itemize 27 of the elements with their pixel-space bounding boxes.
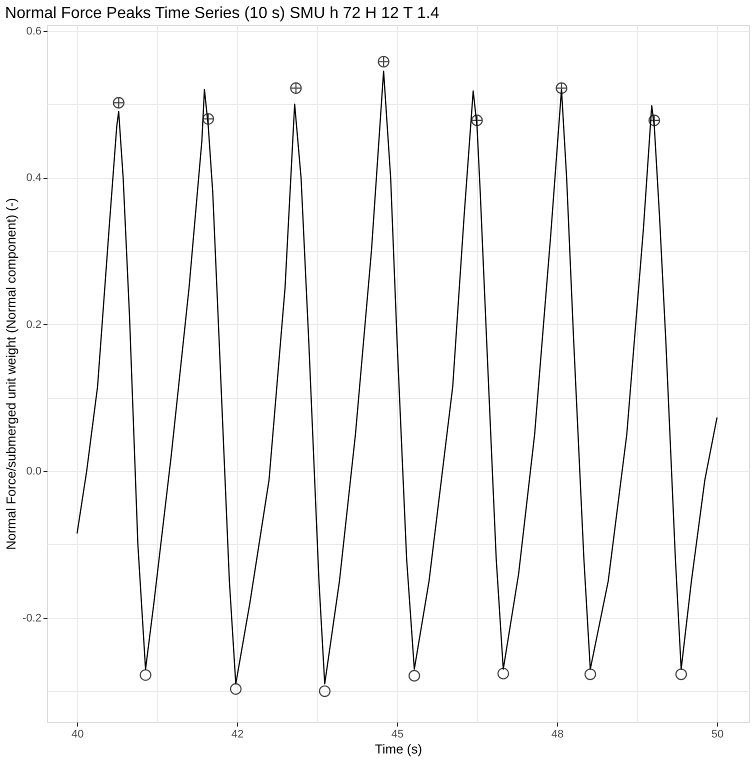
- point: [497, 668, 510, 680]
- x-tick-label: 42: [231, 728, 244, 740]
- y-tick-label: -0.2: [22, 612, 42, 624]
- point: [230, 683, 242, 695]
- y-axis-title: Normal Force/submerged unit weight (Normal component) (-): [4, 198, 19, 550]
- point: [140, 669, 152, 681]
- point: [556, 82, 568, 94]
- point: [378, 56, 390, 68]
- x-tick-label: 45: [391, 728, 404, 740]
- y-tick-label: 0.6: [26, 25, 42, 38]
- point: [408, 670, 420, 682]
- point: [648, 114, 660, 126]
- point: [202, 113, 214, 125]
- x-tick-label: 48: [551, 728, 564, 740]
- point: [675, 668, 688, 680]
- x-tick-label: 40: [71, 728, 84, 740]
- point: [290, 82, 302, 94]
- x-tick-label: 50: [711, 728, 724, 740]
- point: [112, 96, 125, 109]
- y-tick-label: 0.4: [26, 172, 42, 184]
- point: [471, 114, 483, 126]
- chart-title: Normal Force Peaks Time Series (10 s) SMU h 72 H 12 T 1.4: [5, 4, 440, 22]
- point: [584, 668, 596, 680]
- x-axis-title: Time (s): [374, 742, 422, 756]
- y-tick-label: 0.2: [26, 318, 42, 331]
- point: [318, 685, 331, 698]
- y-tick-label: 0.0: [26, 466, 42, 478]
